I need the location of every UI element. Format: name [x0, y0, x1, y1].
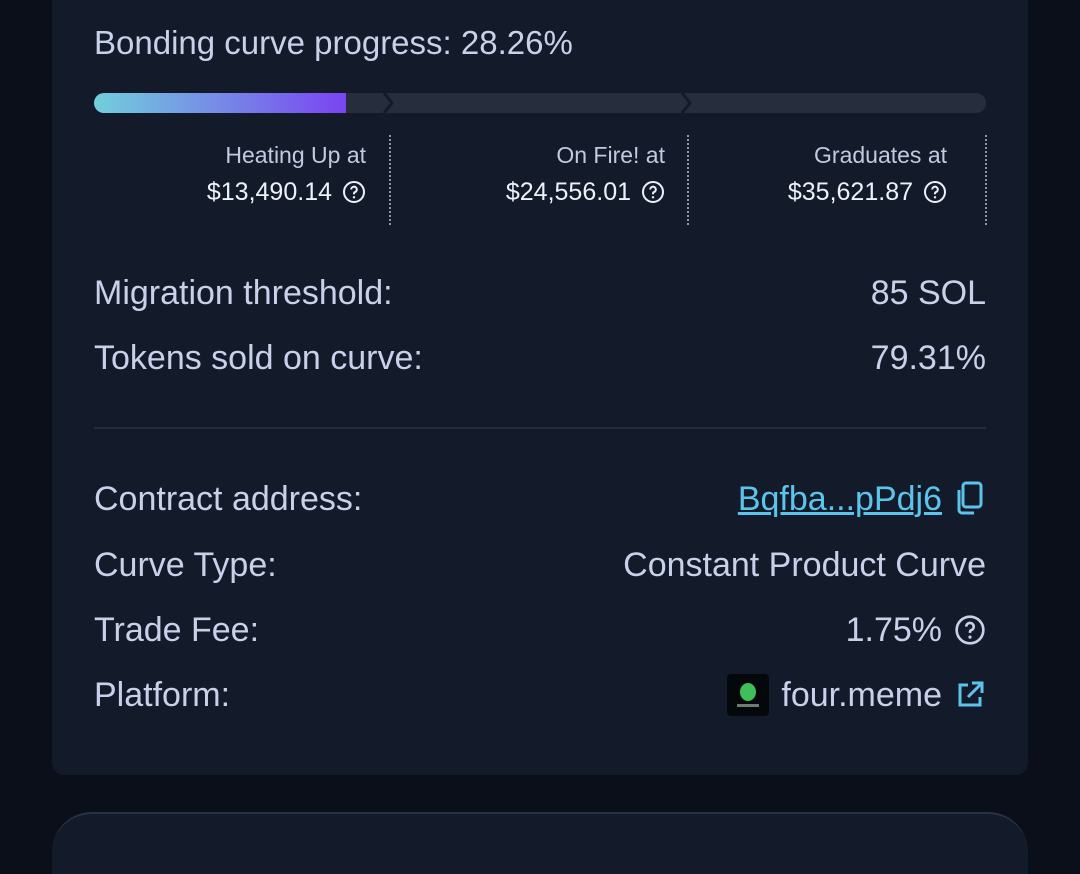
progress-title: Bonding curve progress: 28.26%: [94, 24, 573, 62]
progress-fill: [94, 93, 347, 113]
info-row: Platform: four.meme: [94, 670, 986, 720]
milestone-value: $13,490.14: [206, 178, 332, 206]
row-label: Curve Type:: [94, 545, 277, 584]
row-value[interactable]: Bqfba...pPdj6: [737, 479, 942, 518]
row-value: 79.31%: [870, 338, 986, 377]
milestone: On Fire! at $24,556.01: [506, 140, 665, 214]
info-row: Curve Type: Constant Product Curve: [94, 540, 986, 590]
milestone-divider: [389, 135, 391, 225]
row-value: 85 SOL: [870, 273, 986, 312]
help-icon[interactable]: [641, 180, 665, 204]
platform-logo: [727, 674, 770, 716]
row-value: four.meme: [781, 675, 942, 714]
row-value-group: Constant Product Curve: [623, 546, 986, 585]
row-value-group: Bqfba...pPdj6: [738, 480, 986, 519]
progress-bar: [94, 93, 986, 113]
row-label: Trade Fee:: [94, 610, 260, 649]
progress-value: 28.26%: [460, 24, 573, 61]
info-row: Contract address: Bqfba...pPdj6: [94, 474, 986, 524]
body: Bonding curve progress: 28.26% Heating U…: [52, 0, 1028, 874]
milestone-value-row: $24,556.01: [506, 170, 665, 214]
copy-icon[interactable]: [954, 481, 986, 517]
row-value: 1.75%: [845, 610, 942, 649]
milestone-value-row: $13,490.14: [207, 170, 366, 214]
milestone-value: $35,621.87: [787, 178, 913, 206]
info-row: Migration threshold: 85 SOL: [94, 268, 986, 318]
milestone-value-row: $35,621.87: [788, 170, 947, 214]
milestone-divider: [687, 135, 689, 225]
divider: [94, 427, 986, 429]
next-card: [52, 812, 1028, 874]
row-value-group: four.meme: [727, 674, 986, 716]
help-icon[interactable]: [923, 180, 947, 204]
row-label: Migration threshold:: [94, 273, 393, 312]
page: {"progress":{"label":"Bonding curve prog…: [52, 0, 1028, 874]
progress-label: Bonding curve progress:: [94, 24, 452, 61]
help-icon[interactable]: [342, 180, 366, 204]
milestone-label: On Fire! at: [556, 142, 665, 168]
bar-separators: [382, 93, 692, 113]
row-value-group: 85 SOL: [871, 274, 986, 313]
milestone-label: Heating Up at: [225, 142, 366, 168]
row-value-group: 1.75%: [846, 611, 986, 650]
row-value-group: 79.31%: [871, 339, 986, 378]
row-label: Tokens sold on curve:: [94, 338, 423, 377]
card: [52, 0, 1028, 775]
help-icon[interactable]: [954, 614, 986, 646]
milestone-label: Graduates at: [814, 142, 947, 168]
milestone: Graduates at $35,621.87: [788, 140, 947, 214]
milestone: Heating Up at $13,490.14: [207, 140, 366, 214]
external-link-icon[interactable]: [954, 679, 986, 711]
milestone-value: $24,556.01: [505, 178, 631, 206]
milestone-divider: [985, 135, 987, 225]
row-label: Platform:: [94, 675, 231, 714]
row-value: Constant Product Curve: [623, 545, 986, 584]
row-label: Contract address:: [94, 479, 363, 518]
info-row: Trade Fee: 1.75%: [94, 605, 986, 655]
info-row: Tokens sold on curve: 79.31%: [94, 333, 986, 383]
